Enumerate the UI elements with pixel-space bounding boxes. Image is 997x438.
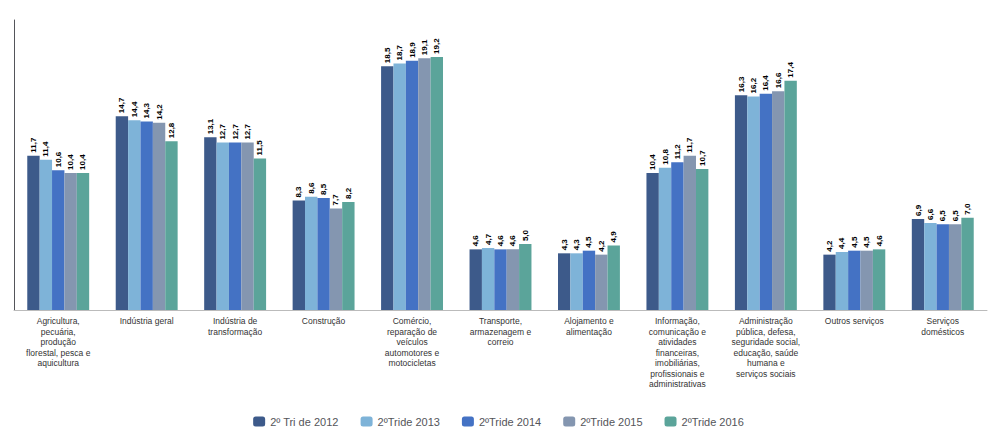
svg-text:2º Tri de 2012: 2º Tri de 2012 bbox=[270, 416, 338, 428]
svg-text:Alojamento e: Alojamento e bbox=[564, 316, 614, 326]
svg-text:18,9: 18,9 bbox=[408, 42, 417, 58]
svg-text:14,4: 14,4 bbox=[130, 101, 139, 117]
svg-text:correio: correio bbox=[488, 337, 514, 347]
svg-text:10,4: 10,4 bbox=[66, 154, 75, 170]
svg-text:4,5: 4,5 bbox=[862, 236, 871, 248]
svg-text:8,3: 8,3 bbox=[294, 186, 303, 198]
svg-text:comunicação e: comunicação e bbox=[649, 327, 706, 337]
svg-text:19,2: 19,2 bbox=[432, 38, 441, 54]
svg-text:8,6: 8,6 bbox=[307, 182, 316, 194]
svg-text:11,2: 11,2 bbox=[673, 144, 682, 160]
svg-text:2ºTride 2013: 2ºTride 2013 bbox=[378, 416, 440, 428]
svg-text:19,1: 19,1 bbox=[420, 39, 429, 55]
svg-text:7,0: 7,0 bbox=[963, 203, 972, 215]
svg-text:8,2: 8,2 bbox=[344, 187, 353, 199]
svg-text:profissionais e: profissionais e bbox=[650, 369, 705, 379]
svg-text:produção: produção bbox=[41, 337, 77, 347]
svg-text:13,1: 13,1 bbox=[206, 118, 215, 134]
svg-text:6,5: 6,5 bbox=[951, 210, 960, 222]
svg-text:atividades: atividades bbox=[658, 337, 696, 347]
svg-text:2ºTride 2015: 2ºTride 2015 bbox=[580, 416, 642, 428]
svg-text:4,7: 4,7 bbox=[484, 233, 493, 245]
svg-text:motocicletas: motocicletas bbox=[388, 358, 435, 368]
svg-text:imobiliárias,: imobiliárias, bbox=[655, 358, 700, 368]
svg-text:11,7: 11,7 bbox=[29, 137, 38, 153]
svg-text:2ºTride 2016: 2ºTride 2016 bbox=[682, 416, 744, 428]
svg-text:florestal, pesca e: florestal, pesca e bbox=[26, 348, 91, 358]
svg-text:serviços sociais: serviços sociais bbox=[736, 369, 796, 379]
svg-text:4,2: 4,2 bbox=[825, 240, 834, 252]
svg-text:Transporte,: Transporte, bbox=[479, 316, 522, 326]
svg-text:12,7: 12,7 bbox=[243, 123, 252, 139]
svg-text:16,4: 16,4 bbox=[761, 75, 770, 91]
svg-text:transformação: transformação bbox=[208, 327, 263, 337]
svg-text:10,7: 10,7 bbox=[698, 150, 707, 166]
svg-text:Indústria de: Indústria de bbox=[213, 316, 258, 326]
svg-text:Outros serviços: Outros serviços bbox=[825, 316, 884, 326]
svg-text:4,6: 4,6 bbox=[508, 235, 517, 247]
svg-text:7,7: 7,7 bbox=[331, 194, 340, 206]
svg-text:4,4: 4,4 bbox=[837, 237, 846, 249]
svg-text:domésticos: domésticos bbox=[921, 327, 964, 337]
svg-text:17,4: 17,4 bbox=[786, 62, 795, 78]
svg-text:4,3: 4,3 bbox=[560, 239, 569, 251]
svg-text:6,5: 6,5 bbox=[938, 210, 947, 222]
svg-text:4,2: 4,2 bbox=[597, 240, 606, 252]
svg-text:seguridade social,: seguridade social, bbox=[732, 337, 801, 347]
svg-text:14,7: 14,7 bbox=[117, 97, 126, 113]
svg-text:financeiras,: financeiras, bbox=[656, 348, 699, 358]
svg-text:11,7: 11,7 bbox=[685, 137, 694, 153]
svg-text:armazenagem e: armazenagem e bbox=[470, 327, 532, 337]
svg-text:14,3: 14,3 bbox=[142, 102, 151, 118]
svg-text:administrativas: administrativas bbox=[649, 379, 706, 389]
svg-text:10,6: 10,6 bbox=[54, 151, 63, 167]
svg-text:16,2: 16,2 bbox=[749, 77, 758, 93]
svg-text:5,0: 5,0 bbox=[521, 229, 530, 241]
svg-text:10,4: 10,4 bbox=[648, 154, 657, 170]
svg-text:16,3: 16,3 bbox=[737, 76, 746, 92]
svg-text:10,8: 10,8 bbox=[661, 149, 670, 165]
svg-text:aquicultura: aquicultura bbox=[37, 358, 79, 368]
svg-text:automotores e: automotores e bbox=[385, 348, 440, 358]
svg-text:pública, defesa,: pública, defesa, bbox=[736, 327, 796, 337]
svg-text:Informação,: Informação, bbox=[655, 316, 700, 326]
svg-text:reparação de: reparação de bbox=[387, 327, 437, 337]
svg-text:pecuária,: pecuária, bbox=[41, 327, 76, 337]
svg-text:18,7: 18,7 bbox=[395, 44, 404, 60]
svg-text:educação, saúde: educação, saúde bbox=[733, 348, 798, 358]
svg-text:12,7: 12,7 bbox=[218, 123, 227, 139]
svg-text:4,9: 4,9 bbox=[609, 231, 618, 243]
svg-text:Agricultura,: Agricultura, bbox=[37, 316, 80, 326]
svg-text:8,5: 8,5 bbox=[319, 183, 328, 195]
svg-text:6,9: 6,9 bbox=[914, 204, 923, 216]
svg-text:2ºTride 2014: 2ºTride 2014 bbox=[479, 416, 541, 428]
svg-text:18,5: 18,5 bbox=[383, 47, 392, 63]
svg-text:Comércio,: Comércio, bbox=[393, 316, 432, 326]
svg-text:10,4: 10,4 bbox=[78, 154, 87, 170]
svg-text:4,5: 4,5 bbox=[584, 236, 593, 248]
svg-text:11,4: 11,4 bbox=[41, 141, 50, 157]
svg-text:Construção: Construção bbox=[302, 316, 346, 326]
svg-text:4,6: 4,6 bbox=[875, 235, 884, 247]
svg-text:11,5: 11,5 bbox=[255, 140, 264, 156]
svg-text:Administração: Administração bbox=[739, 316, 793, 326]
svg-text:16,6: 16,6 bbox=[774, 72, 783, 88]
svg-text:Serviços: Serviços bbox=[926, 316, 959, 326]
svg-text:4,6: 4,6 bbox=[471, 235, 480, 247]
svg-text:alimentação: alimentação bbox=[566, 327, 612, 337]
svg-text:12,7: 12,7 bbox=[231, 123, 240, 139]
svg-text:humana e: humana e bbox=[747, 358, 785, 368]
svg-text:Indústria geral: Indústria geral bbox=[120, 316, 174, 326]
svg-text:12,8: 12,8 bbox=[167, 122, 176, 138]
svg-text:4,6: 4,6 bbox=[496, 235, 505, 247]
svg-text:6,6: 6,6 bbox=[926, 208, 935, 220]
svg-text:4,3: 4,3 bbox=[572, 239, 581, 251]
svg-text:14,2: 14,2 bbox=[155, 104, 164, 120]
svg-text:veículos: veículos bbox=[396, 337, 427, 347]
svg-text:4,5: 4,5 bbox=[850, 236, 859, 248]
